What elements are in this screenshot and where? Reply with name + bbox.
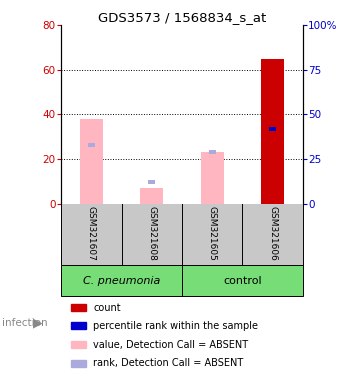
Text: infection: infection	[2, 318, 47, 328]
Bar	[71, 360, 86, 367]
Text: GSM321607: GSM321607	[87, 206, 96, 261]
Bar	[148, 180, 155, 184]
Bar	[71, 322, 86, 329]
Text: count: count	[93, 303, 121, 313]
Text: C. pneumonia: C. pneumonia	[83, 276, 160, 286]
Text: GSM321605: GSM321605	[208, 206, 217, 261]
Bar	[71, 341, 86, 348]
Bar	[140, 188, 163, 204]
Text: GSM321608: GSM321608	[147, 206, 156, 261]
Text: ▶: ▶	[33, 317, 42, 330]
FancyBboxPatch shape	[182, 265, 303, 296]
Text: control: control	[223, 276, 262, 286]
Title: GDS3573 / 1568834_s_at: GDS3573 / 1568834_s_at	[98, 11, 266, 24]
Bar	[209, 150, 216, 154]
Bar	[261, 58, 284, 204]
Bar	[88, 143, 95, 147]
FancyBboxPatch shape	[61, 265, 182, 296]
Bar	[80, 119, 103, 204]
Bar	[201, 152, 224, 204]
Text: value, Detection Call = ABSENT: value, Detection Call = ABSENT	[93, 340, 248, 350]
Bar	[71, 305, 86, 311]
Bar	[269, 127, 276, 131]
Text: percentile rank within the sample: percentile rank within the sample	[93, 321, 258, 331]
Text: rank, Detection Call = ABSENT: rank, Detection Call = ABSENT	[93, 358, 244, 368]
Text: GSM321606: GSM321606	[268, 206, 277, 261]
